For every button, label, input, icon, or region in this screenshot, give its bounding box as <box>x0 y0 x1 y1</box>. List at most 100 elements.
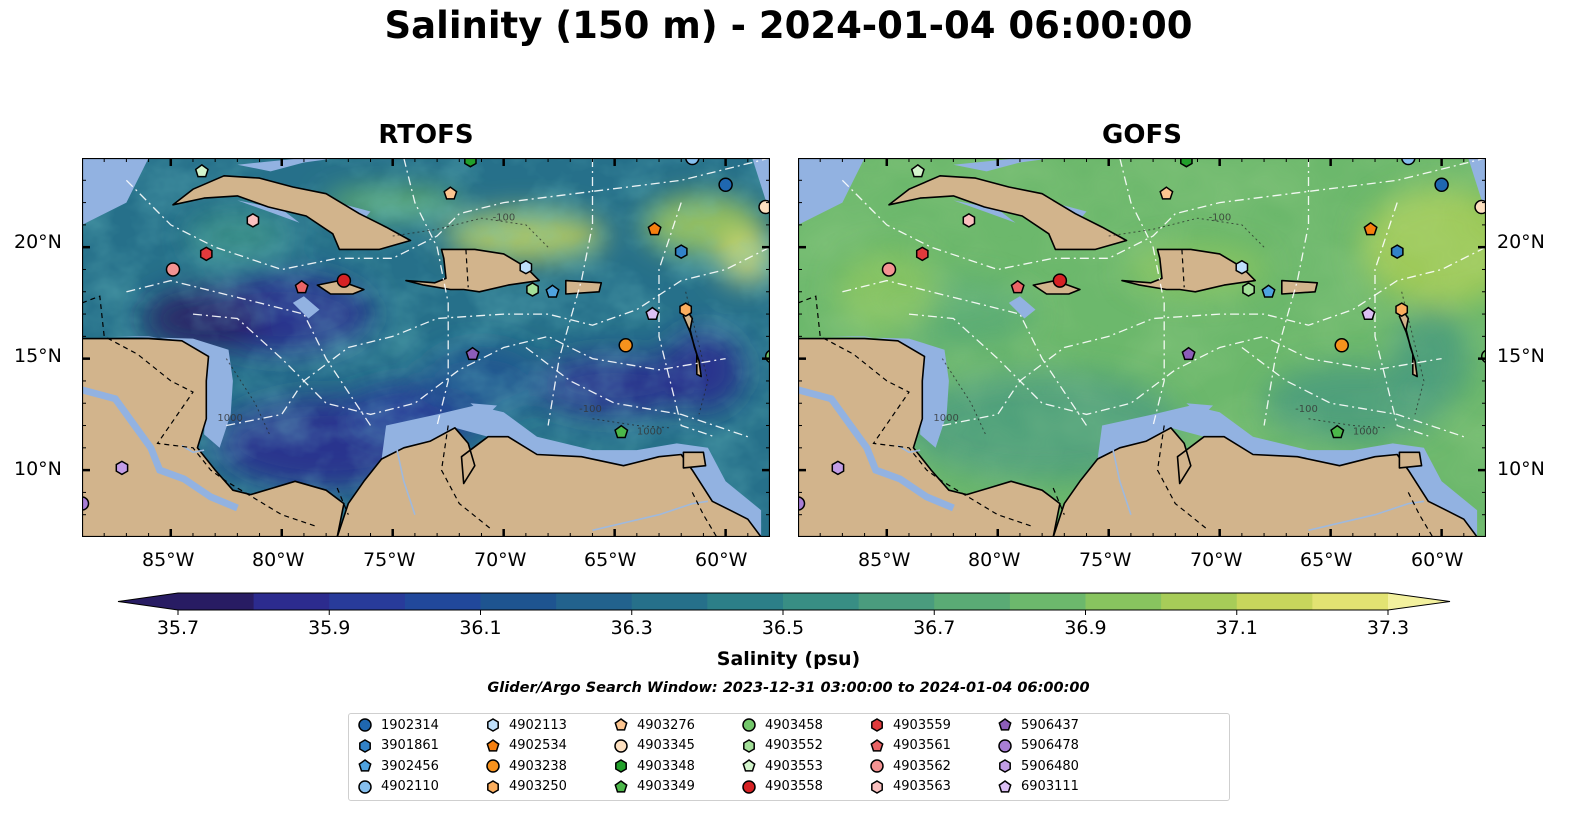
colorbar-bin <box>404 593 482 610</box>
colorbar-tick-label: 36.1 <box>459 617 501 639</box>
legend-label: 4903349 <box>637 779 695 794</box>
legend-marker-4903561 <box>870 738 884 752</box>
legend-label: 4902534 <box>509 738 567 753</box>
float-marker-4903250 <box>679 302 693 317</box>
legend-label: 4903345 <box>637 738 695 753</box>
float-marker-4903562 <box>881 262 897 277</box>
legend-label: 5906437 <box>1021 717 1079 733</box>
lon-tick-label: 85°W <box>142 549 195 571</box>
svg-text:-100: -100 <box>493 212 516 223</box>
lon-tick-label: 80°W <box>968 549 1021 571</box>
legend-label: 4902110 <box>381 779 439 794</box>
colorbar-label: Salinity (psu) <box>716 648 861 670</box>
legend-marker-4903345 <box>614 738 628 753</box>
float-marker-4903276 <box>1159 186 1174 200</box>
colorbar-bin <box>707 593 784 610</box>
legend-marker-4902110 <box>358 779 372 794</box>
legend-marker-5906478 <box>998 738 1012 753</box>
legend-label: 4903561 <box>893 738 951 753</box>
float-marker-6903111 <box>645 306 660 321</box>
legend-item: 4902113 <box>485 716 567 734</box>
legend-label: 4903559 <box>893 717 951 733</box>
float-marker-4903559 <box>915 246 929 262</box>
colorbar-tick-label: 37.1 <box>1216 617 1258 639</box>
float-marker-3902456 <box>1261 284 1276 298</box>
colorbar-tick-label: 35.9 <box>308 617 350 639</box>
legend-label: 6903111 <box>1021 779 1079 794</box>
map-gofs: 1000 1000 -100 -100 <box>798 158 1486 537</box>
float-marker-4903558 <box>336 273 352 288</box>
colorbar-bin <box>1161 593 1238 610</box>
lon-tick-label: 70°W <box>474 549 527 571</box>
colorbar-bin <box>253 593 330 610</box>
colorbar-bin <box>178 593 255 610</box>
float-marker-4903250 <box>1395 302 1409 317</box>
svg-text:1000: 1000 <box>933 413 958 424</box>
colorbar-tick-label: 37.3 <box>1367 617 1409 639</box>
legend-item: 4903348 <box>613 757 695 775</box>
legend-marker-4903458 <box>742 718 756 732</box>
legend-item: 4903552 <box>741 737 823 755</box>
float-marker-4903349 <box>614 424 629 439</box>
legend-item: 4903238 <box>485 757 567 775</box>
float-marker-3901861 <box>674 244 688 259</box>
colorbar-tick-label: 36.7 <box>913 617 955 639</box>
legend-item: 5906480 <box>997 757 1079 775</box>
legend-marker-4903563 <box>871 779 883 794</box>
map-rtofs: 1000 1000 -100 -100 <box>82 158 770 537</box>
legend-item: 4903345 <box>613 737 695 755</box>
float-marker-4903563 <box>962 213 976 228</box>
legend-marker-4903238 <box>486 759 500 773</box>
legend-marker-3902456 <box>358 759 372 772</box>
legend-label: 4903276 <box>637 717 695 733</box>
legend-label: 3902456 <box>381 758 439 774</box>
panel-title-rtofs: RTOFS <box>378 120 474 150</box>
float-marker-4903559 <box>199 246 213 262</box>
legend-item: 4903561 <box>869 737 951 755</box>
legend-marker-4903559 <box>871 718 883 732</box>
float-marker-5906437 <box>1181 346 1196 361</box>
legend-item: 4902110 <box>357 778 439 796</box>
legend-label: 4903553 <box>765 758 823 774</box>
legend-item: 4903553 <box>741 757 823 775</box>
float-marker-5906480 <box>831 460 845 476</box>
legend-item: 4903562 <box>869 757 951 775</box>
svg-text:-100: -100 <box>1209 212 1232 223</box>
svg-text:-100: -100 <box>1295 404 1318 415</box>
legend-label: 4903558 <box>765 779 823 794</box>
float-marker-1902314 <box>718 177 733 193</box>
legend-label: 4903458 <box>765 717 823 733</box>
legend-item: 4902534 <box>485 737 567 755</box>
colorbar-bin <box>1009 593 1087 610</box>
legend-marker-4903562 <box>870 759 884 773</box>
colorbar-bin <box>329 593 406 610</box>
legend-label: 4903552 <box>765 738 823 753</box>
legend-label: 5906480 <box>1021 758 1079 774</box>
colorbar-extend-low <box>118 593 178 610</box>
legend-marker-4903348 <box>615 759 627 773</box>
lon-tick-label: 80°W <box>252 549 305 571</box>
lon-tick-label: 60°W <box>695 549 748 571</box>
svg-text:-100: -100 <box>579 404 602 415</box>
lon-tick-label: 60°W <box>1411 549 1464 571</box>
legend-item: 4903558 <box>741 778 823 796</box>
panel-title-gofs: GOFS <box>1102 120 1182 150</box>
float-marker-4902534 <box>647 221 662 236</box>
float-marker-4903348 <box>1180 158 1193 168</box>
float-marker-4903552 <box>1242 282 1255 297</box>
legend-label: 4903563 <box>893 779 951 794</box>
legend-item: 1902314 <box>357 716 439 734</box>
float-marker-4902113 <box>1235 259 1249 275</box>
legend-marker-1902314 <box>358 718 372 732</box>
legend-item: 4903458 <box>741 716 823 734</box>
lon-tick-label: 65°W <box>584 549 637 571</box>
search-window-text: Glider/Argo Search Window: 2023-12-31 03… <box>487 680 1090 696</box>
legend-marker-4903552 <box>743 738 755 753</box>
legend-item: 3901861 <box>357 737 439 755</box>
legend-item: 4903276 <box>613 716 695 734</box>
float-marker-4902534 <box>1363 221 1378 236</box>
colorbar-bin <box>1085 593 1162 610</box>
legend-marker-4903276 <box>614 718 628 731</box>
legend-label: 5906478 <box>1021 738 1079 753</box>
lon-tick-label: 75°W <box>363 549 416 571</box>
